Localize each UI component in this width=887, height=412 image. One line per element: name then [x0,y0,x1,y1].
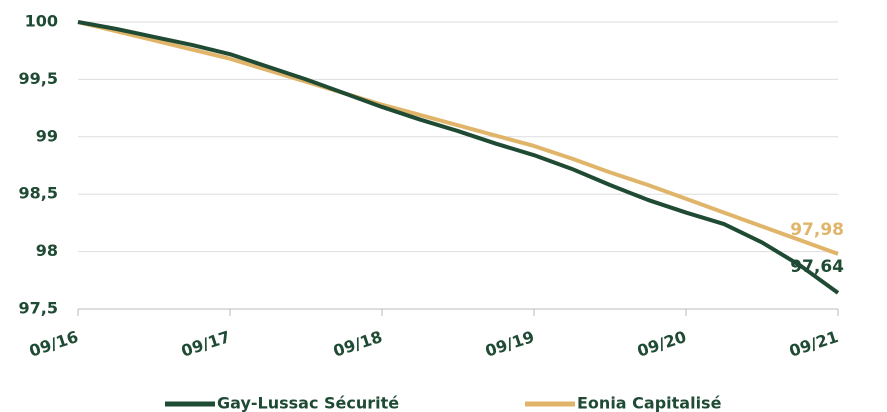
series-line [77,20,840,295]
data-label: 97,98 [790,220,844,240]
x-tick-label: 09/19 [483,327,537,361]
y-tick-label: 98,5 [19,184,58,203]
data-label: 97,64 [790,257,844,277]
y-tick-label: 99,5 [19,69,58,88]
x-tick-label: 09/21 [787,327,841,361]
y-tick-label: 97,5 [19,299,58,318]
x-tick-label: 09/17 [179,327,233,361]
y-tick-label: 100 [25,12,58,31]
series-line [77,20,839,256]
legend-label: Eonia Capitalisé [577,394,722,412]
x-tick-label: 09/16 [27,327,81,361]
legend-label: Gay-Lussac Sécurité [217,394,399,412]
x-tick-label: 09/18 [331,327,385,361]
y-tick-label: 98 [36,241,58,260]
y-tick-label: 99 [36,126,58,145]
x-tick-label: 09/20 [635,327,689,361]
